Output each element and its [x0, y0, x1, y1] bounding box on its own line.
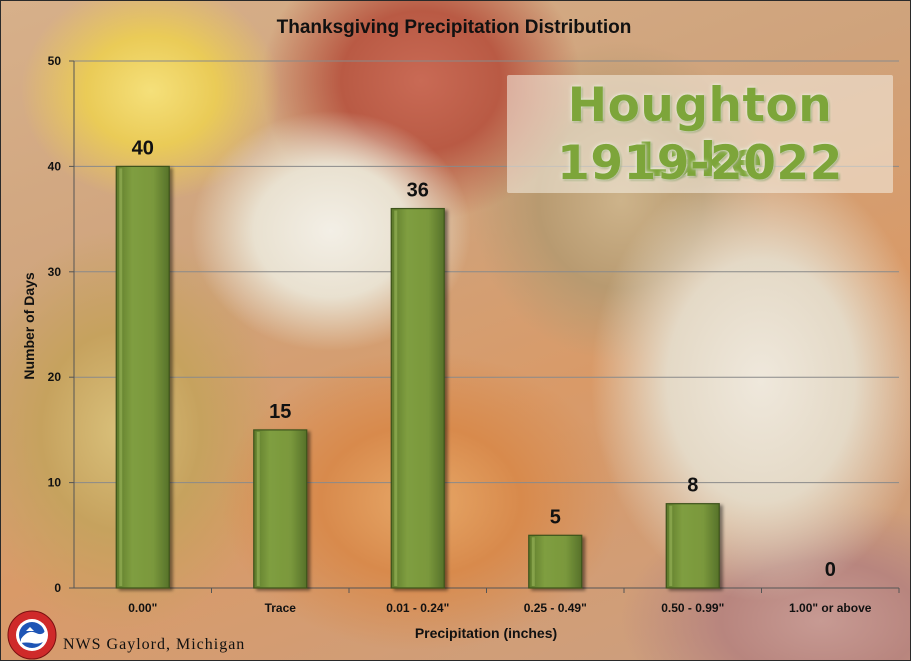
bar-highlight: [669, 505, 673, 586]
bar: [253, 429, 308, 589]
nws-credit: NWS Gaylord, Michigan: [63, 636, 246, 653]
x-tick-label: 0.00": [128, 601, 157, 615]
y-tick-label: 0: [54, 581, 61, 595]
x-tick-label: 1.00" or above: [789, 601, 872, 615]
data-label: 40: [132, 137, 154, 159]
bar: [115, 165, 170, 589]
chart-title: Thanksgiving Precipitation Distribution: [277, 17, 632, 38]
bar-highlight: [394, 210, 398, 586]
location-name: Houghton Lake: [567, 78, 833, 188]
bar-highlight: [256, 431, 260, 586]
x-tick-label: 0.50 - 0.99": [661, 601, 724, 615]
x-tick-label: Trace: [265, 601, 297, 615]
bar: [390, 207, 445, 589]
y-tick-label: 10: [48, 476, 62, 490]
data-label: 36: [407, 180, 429, 202]
y-tick-label: 30: [48, 265, 62, 279]
data-label: 5: [550, 506, 561, 528]
location-title-box: [507, 75, 893, 193]
x-tick-label: 0.25 - 0.49": [524, 601, 587, 615]
bar-highlight: [119, 168, 123, 586]
bar: [665, 503, 720, 589]
nws-logo-icon: [7, 610, 57, 660]
x-axis-label: Precipitation (inches): [415, 625, 557, 641]
data-label: 15: [269, 401, 291, 423]
bars: [115, 165, 720, 589]
y-tick-label: 40: [48, 159, 62, 173]
bar-highlight: [531, 537, 535, 586]
y-axis-label: Number of Days: [21, 272, 37, 380]
data-labels: 40 15 36 5 8 0: [132, 137, 836, 581]
period-of-record: 1919-2022: [557, 136, 843, 191]
y-tick-label: 50: [48, 54, 62, 68]
data-label: 0: [825, 559, 836, 581]
x-tick-label: 0.01 - 0.24": [386, 601, 449, 615]
y-tick-label: 20: [48, 370, 62, 384]
data-label: 8: [687, 475, 698, 497]
bar: [528, 534, 583, 589]
